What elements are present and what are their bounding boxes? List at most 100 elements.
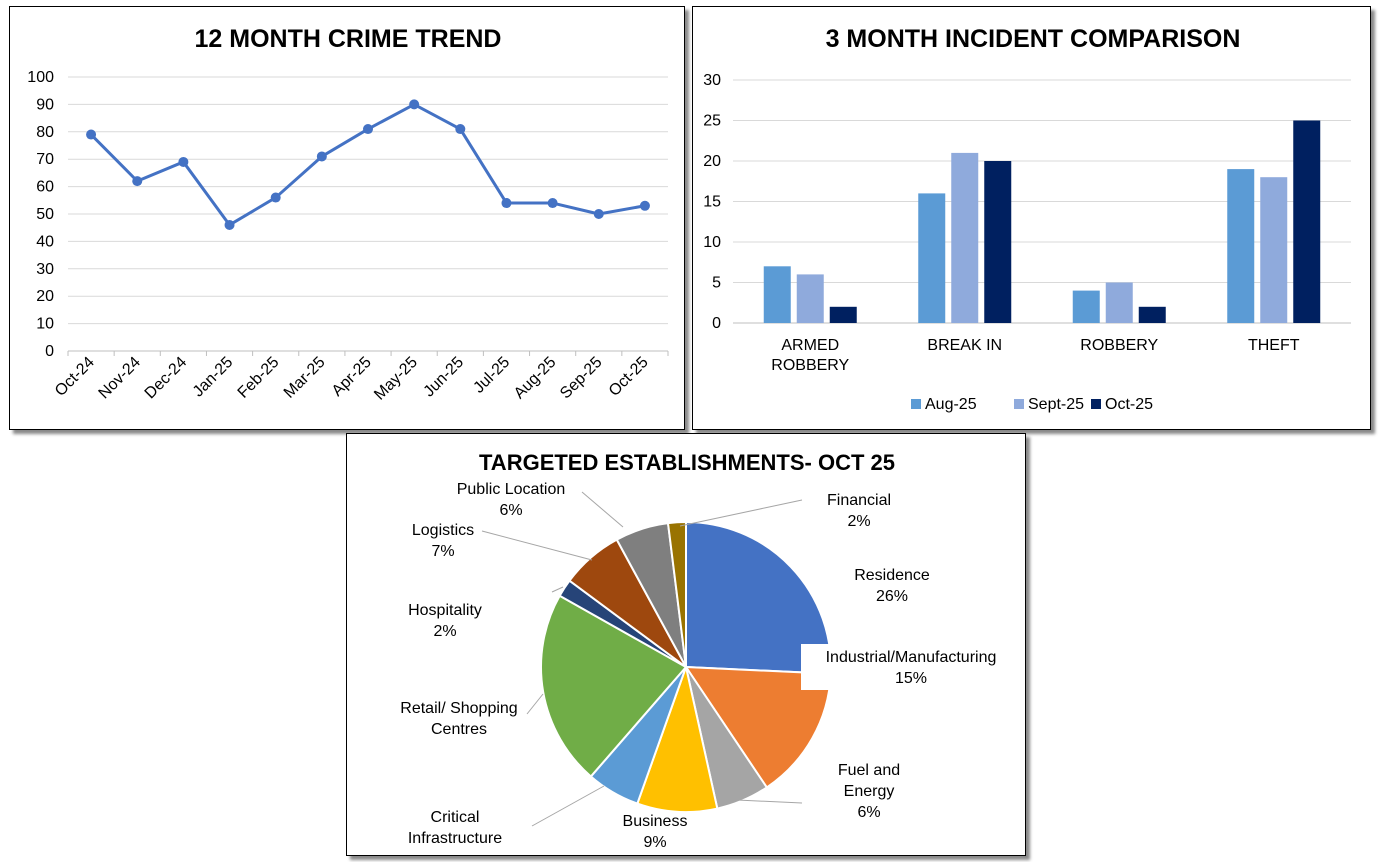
slice-label-line: Hospitality: [408, 602, 482, 619]
y-tick-label: 40: [36, 233, 54, 250]
slice-label: Financial 2%: [827, 492, 891, 530]
bar: [1072, 290, 1100, 323]
slice-label: Industrial/Manufacturing 15%: [826, 649, 997, 687]
data-point: [316, 151, 327, 162]
x-tick-label: Jun-25: [421, 354, 468, 401]
legend-label: Sept-25: [1028, 396, 1084, 413]
y-tick-label: 15: [703, 194, 721, 211]
y-tick-label: 10: [703, 234, 721, 251]
x-tick-label: Oct-24: [52, 354, 98, 400]
incident-comparison-panel: 3 MONTH INCIDENT COMPARISON 0 5 10 15 20 25 30 A…: [692, 6, 1371, 430]
bar: [1227, 169, 1255, 323]
leader-line: [736, 799, 803, 804]
slice-label-line: Financial: [827, 492, 891, 509]
series-line: [90, 102, 646, 227]
x-tick-label: Sep-25: [557, 354, 606, 403]
slice-label: Business 9%: [623, 813, 688, 851]
slice-label-line: Logistics: [412, 522, 474, 539]
x-tick-label: Jul-25: [470, 354, 513, 397]
x-tick-label: ROBBERY: [1080, 337, 1158, 354]
slice-label-line: Public Location: [457, 481, 566, 498]
y-tick-label: 50: [36, 206, 54, 223]
x-tick-label: ARMED ROBBERY: [771, 337, 849, 374]
pie-slice: [540, 594, 688, 778]
data-point: [224, 219, 235, 230]
slice-label-line: 15%: [895, 670, 927, 687]
x-tick-label: May-25: [371, 354, 421, 404]
chart-title: 12 MONTH CRIME TREND: [195, 25, 502, 53]
y-tick-label: 20: [703, 153, 721, 170]
y-tick-label: 5: [712, 275, 721, 292]
slice-label-line: 6%: [499, 502, 522, 519]
y-tick-label: 0: [712, 315, 721, 332]
data-point: [363, 124, 373, 135]
leader-line: [551, 586, 564, 593]
slice-label-line: Critical: [431, 809, 480, 826]
data-point: [86, 129, 97, 140]
x-tick-label: Oct-25: [606, 354, 652, 400]
y-tick-label: 25: [703, 113, 721, 130]
data-point: [593, 209, 604, 219]
slice-label-line: Infrastructure: [408, 830, 502, 847]
legend-swatch: [1091, 399, 1101, 409]
slice-label-line: Fuel and: [838, 762, 900, 779]
y-tick-label: 30: [36, 261, 54, 278]
slice-label-line: 26%: [876, 588, 908, 605]
data-point: [270, 192, 281, 203]
leader-line: [526, 693, 544, 715]
incident-comparison-chart: 3 MONTH INCIDENT COMPARISON 0 5 10 15 20 25 30 A…: [703, 25, 1351, 413]
slice-label-line: Industrial/Manufacturing: [826, 649, 997, 666]
x-tick-label: Apr-25: [329, 354, 375, 400]
y-tick-label: 20: [36, 288, 54, 305]
slice-label-line: Centres: [431, 721, 487, 738]
y-tick-label: 60: [36, 179, 54, 196]
x-tick-label: THEFT: [1248, 337, 1300, 354]
bar: [951, 152, 979, 323]
chart-title: 3 MONTH INCIDENT COMPARISON: [826, 25, 1241, 53]
slice-label: Critical Infrastructure: [408, 809, 502, 847]
x-tick-label: BREAK IN: [927, 337, 1002, 354]
targeted-establishments-chart: TARGETED ESTABLISHMENTS- OCT 25 Residence…: [400, 450, 1021, 851]
data-point: [409, 99, 420, 110]
slice-label: Public Location 6%: [457, 481, 566, 519]
data-point: [178, 156, 189, 167]
targeted-establishments-panel: TARGETED ESTABLISHMENTS- OCT 25 Residence…: [346, 433, 1026, 856]
slice-label-line: Residence: [854, 567, 930, 584]
x-tick-label: Mar-25: [281, 354, 329, 402]
y-tick-label: 90: [36, 96, 54, 113]
bar: [796, 274, 824, 323]
data-point: [547, 198, 558, 209]
chart-title: TARGETED ESTABLISHMENTS- OCT 25: [479, 450, 895, 475]
slice-label-line: Business: [623, 813, 688, 830]
data-point: [455, 124, 466, 135]
label-background: [801, 644, 1021, 690]
bar: [763, 266, 791, 323]
bar: [984, 161, 1012, 323]
data-point: [639, 200, 650, 211]
x-tick-label: Aug-25: [511, 354, 560, 403]
y-tick-label: 80: [36, 124, 54, 141]
y-tick-label: 30: [703, 72, 721, 89]
bar: [1260, 177, 1288, 323]
pie-slice: [666, 520, 687, 668]
bar: [918, 193, 946, 323]
slice-label: Hospitality 2%: [408, 602, 482, 640]
pie-slice: [636, 663, 719, 813]
slice-label: Retail/ Shopping Centres: [400, 700, 517, 738]
slice-label-line: 6%: [857, 804, 880, 821]
legend-swatch: [1014, 399, 1024, 409]
crime-trend-chart: 12 MONTH CRIME TREND 0 10 20 30 40 50 60 70 80 90 1…: [27, 25, 669, 404]
slice-label-line: 7%: [431, 543, 454, 560]
y-tick-label: 10: [36, 316, 54, 333]
x-tick-label: Dec-24: [142, 354, 191, 403]
crime-trend-panel: 12 MONTH CRIME TREND 0 10 20 30 40 50 60 70 80 90 1…: [9, 6, 685, 430]
slice-label: Fuel and Energy 6%: [838, 762, 900, 821]
bar: [829, 306, 857, 323]
leader-line: [531, 785, 605, 827]
data-point: [501, 198, 512, 209]
leader-line: [679, 499, 803, 527]
y-tick-label: 100: [27, 69, 54, 86]
slice-label-line: Energy: [844, 783, 895, 800]
x-tick-label: Nov-24: [96, 354, 145, 403]
y-tick-label: 70: [36, 151, 54, 168]
